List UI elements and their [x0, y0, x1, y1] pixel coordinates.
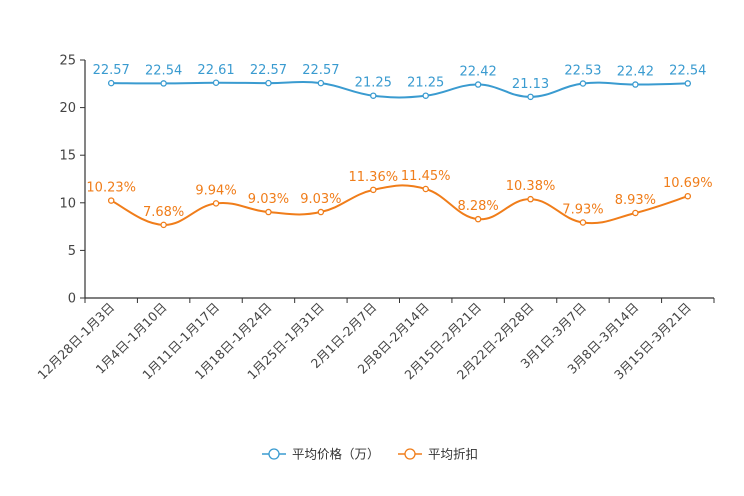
- data-label: 8.93%: [615, 193, 656, 208]
- data-label: 7.93%: [562, 203, 603, 218]
- axes: 051015202512月28日-1月3日1月4日-1月10日1月11日-1月1…: [34, 54, 715, 382]
- data-point[interactable]: [527, 93, 534, 101]
- data-point[interactable]: [317, 208, 325, 216]
- data-label: 21.25: [407, 76, 444, 91]
- data-label: 8.28%: [457, 199, 498, 214]
- data-point[interactable]: [212, 200, 220, 207]
- data-label: 11.45%: [401, 169, 451, 184]
- data-point[interactable]: [474, 215, 482, 223]
- legend-label: 平均价格（万）: [292, 447, 380, 462]
- legend-marker-icon: [404, 448, 416, 460]
- data-label: 22.54: [145, 63, 182, 78]
- data-label: 22.42: [617, 65, 654, 80]
- data-point[interactable]: [632, 81, 639, 88]
- data-label: 21.25: [355, 76, 392, 91]
- data-point[interactable]: [317, 79, 325, 87]
- y-tick-label: 5: [68, 244, 76, 259]
- data-point[interactable]: [370, 92, 377, 99]
- data-point[interactable]: [422, 185, 429, 193]
- legend-label: 平均折扣: [428, 447, 478, 462]
- data-point[interactable]: [370, 186, 377, 194]
- data-label: 22.42: [460, 65, 497, 80]
- legend-marker-icon: [268, 448, 280, 460]
- data-point[interactable]: [265, 208, 272, 216]
- y-tick-label: 25: [59, 54, 76, 69]
- y-tick-label: 10: [59, 196, 76, 211]
- y-tick-label: 15: [59, 149, 76, 164]
- data-point[interactable]: [160, 221, 167, 229]
- y-tick-label: 20: [59, 101, 76, 116]
- data-point[interactable]: [527, 195, 534, 203]
- data-point[interactable]: [107, 197, 115, 204]
- series-line: [111, 81, 688, 99]
- data-label: 22.57: [93, 63, 130, 78]
- data-point[interactable]: [265, 79, 272, 87]
- y-tick-label: 0: [68, 292, 76, 307]
- data-label: 9.03%: [248, 192, 289, 207]
- data-label: 10.23%: [86, 181, 136, 196]
- data-point[interactable]: [107, 79, 115, 87]
- data-point[interactable]: [579, 219, 587, 226]
- data-label: 9.94%: [195, 183, 236, 198]
- legend[interactable]: 平均价格（万） 平均折扣: [262, 447, 478, 462]
- data-point[interactable]: [632, 209, 639, 217]
- data-point[interactable]: [684, 192, 692, 200]
- data-label: 21.13: [512, 77, 549, 92]
- legend-item-avg-discount[interactable]: 平均折扣: [398, 447, 478, 462]
- data-label: 22.57: [250, 63, 287, 78]
- legend-item-avg-price[interactable]: 平均价格（万）: [262, 447, 380, 462]
- data-label: 10.69%: [663, 176, 713, 191]
- data-point[interactable]: [160, 80, 167, 87]
- data-point[interactable]: [212, 79, 220, 87]
- data-label: 7.68%: [143, 205, 184, 220]
- data-label: 11.36%: [349, 170, 399, 185]
- data-label: 22.61: [197, 63, 234, 78]
- data-label: 10.38%: [506, 179, 556, 194]
- data-label: 9.03%: [300, 192, 341, 207]
- data-point[interactable]: [422, 92, 429, 99]
- series-layer: 22.57 22.54 22.61 22.57 22.57 21.25 21.25 22.42…: [86, 63, 713, 229]
- series-avg-discount: 10.23% 7.68% 9.94% 9.03% 9.03% 11.36% 11.45% 8.…: [86, 169, 713, 229]
- data-label: 22.57: [302, 63, 339, 78]
- data-label: 22.54: [669, 63, 706, 78]
- data-point[interactable]: [579, 80, 587, 87]
- data-label: 22.53: [564, 64, 601, 79]
- data-point[interactable]: [474, 81, 482, 88]
- data-point[interactable]: [684, 80, 692, 87]
- series-avg-price: 22.57 22.54 22.61 22.57 22.57 21.25 21.25 22.42…: [93, 63, 706, 101]
